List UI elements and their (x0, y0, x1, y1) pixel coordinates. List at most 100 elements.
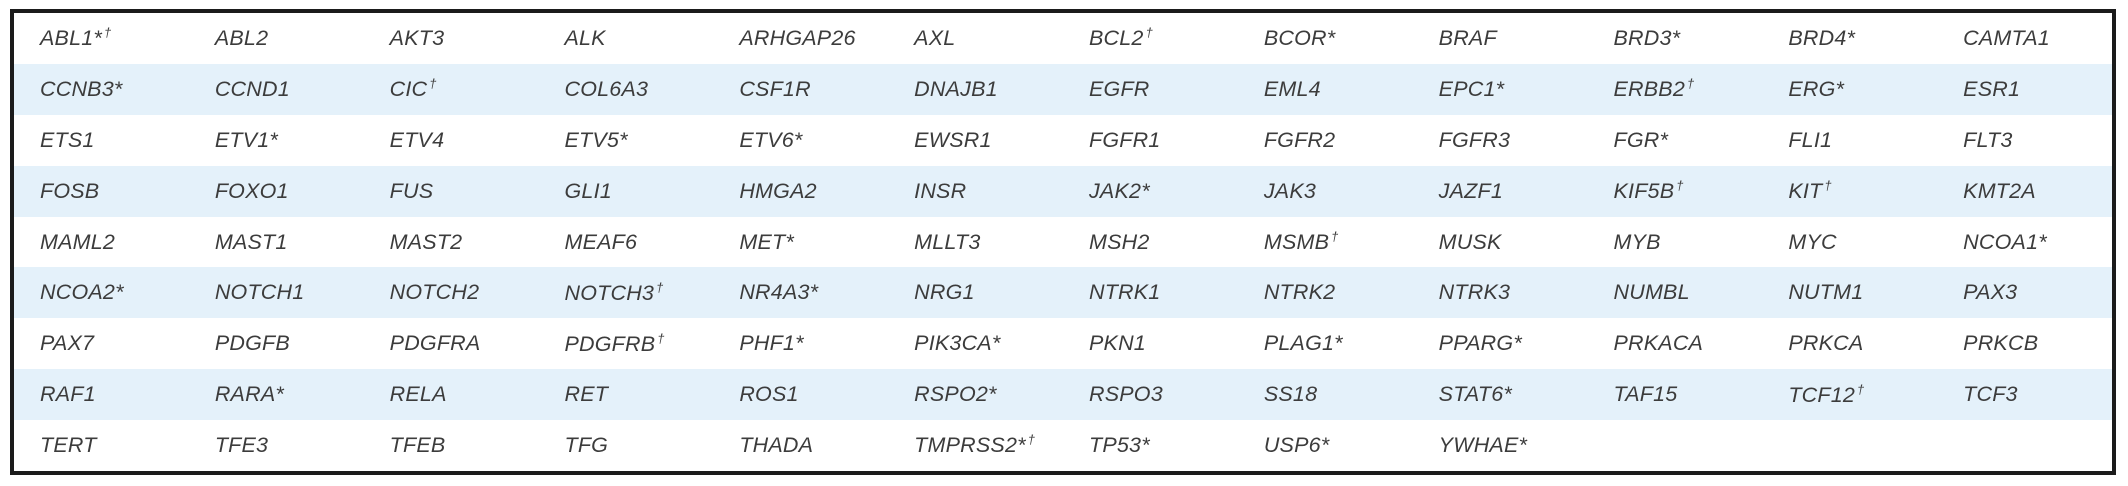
gene-cell: PDGFRB † (564, 330, 665, 356)
gene-cell: SS18 (1263, 382, 1318, 407)
gene-cell: JAK2* (1088, 178, 1150, 203)
gene-cell: MYB (1613, 229, 1661, 254)
gene-cell: PIK3CA* (914, 331, 1001, 356)
dagger-marker: † (103, 25, 112, 41)
gene-cell: NOTCH3 † (564, 279, 664, 305)
gene-cell: DNAJB1 (914, 76, 998, 101)
gene-cell: ARHGAP26 (739, 25, 856, 50)
gene-cell: ETS1 (40, 127, 95, 152)
gene-cell: FLT3 (1963, 127, 2013, 152)
gene-cell: YWHAE* (1438, 433, 1528, 458)
gene-cell: KMT2A (1963, 178, 2036, 203)
gene-row: FOSB FOXO1 FUS GLI1 HMGA2 INSR JAK2* JAK3 JAZF1 K… (14, 165, 2112, 217)
asterisk-marker: * (793, 127, 803, 152)
dagger-marker: † (429, 76, 437, 92)
gene-cell: PKN1 (1088, 331, 1146, 356)
gene-cell: ESR1 (1963, 76, 2021, 101)
gene-cell: ERG* (1788, 76, 1845, 101)
asterisk-marker: * (1846, 25, 1856, 50)
dagger-marker: † (1331, 228, 1339, 244)
dagger-marker: † (657, 330, 665, 346)
gene-cell: RARA* (214, 382, 284, 407)
asterisk-marker: * (1518, 433, 1528, 458)
gene-cell: NTRK2 (1263, 280, 1336, 305)
gene-cell: PDGFRA (389, 331, 481, 356)
gene-cell: RSPO2* (914, 382, 997, 407)
asterisk-marker: * (988, 382, 997, 407)
asterisk-marker: * (1513, 331, 1522, 356)
dagger-marker: † (1857, 381, 1865, 397)
gene-cell: TFEB (389, 433, 446, 458)
gene-cell: BRD3* (1613, 25, 1681, 50)
gene-row: MAML2 MAST1 MAST2 MEAF6 MET* MLLT3 MSH2 MSMB † MU… (14, 217, 2112, 268)
gene-cell: TFE3 (214, 433, 269, 458)
gene-cell: CCNB3* (40, 76, 123, 101)
asterisk-marker: * (785, 229, 794, 254)
gene-cell: BCOR* (1263, 25, 1336, 50)
asterisk-marker: * (2038, 229, 2047, 254)
gene-cell: STAT6* (1438, 382, 1512, 407)
gene-cell: NOTCH2 (389, 280, 480, 305)
gene-cell: PHF1* (739, 331, 804, 356)
gene-cell: THADA (739, 433, 814, 458)
gene-cell: USP6* (1263, 433, 1330, 458)
gene-cell: ETV5* (564, 127, 628, 152)
gene-cell: KIF5B † (1613, 178, 1684, 204)
asterisk-marker: * (1320, 433, 1330, 458)
asterisk-marker: * (269, 127, 278, 152)
gene-cell: PLAG1* (1263, 331, 1343, 356)
asterisk-marker: * (275, 382, 284, 407)
gene-cell: NUTM1 (1788, 280, 1864, 305)
gene-cell: ABL2 (214, 25, 269, 50)
gene-cell: PAX3 (1963, 280, 2018, 305)
gene-cell: TFG (564, 433, 609, 458)
gene-cell: NOTCH1 (214, 280, 305, 305)
gene-cell: FGR* (1613, 127, 1669, 152)
dagger-marker: † (1824, 178, 1832, 194)
gene-cell: MSH2 (1088, 229, 1150, 254)
gene-cell: JAK3 (1263, 178, 1317, 203)
dagger-marker: † (1145, 25, 1153, 41)
gene-cell: TCF3 (1963, 382, 2018, 407)
gene-cell: CCND1 (214, 76, 290, 101)
dagger-marker: † (656, 279, 664, 295)
gene-cell: FOSB (40, 178, 100, 203)
gene-cell: ROS1 (739, 382, 799, 407)
gene-cell: PRKACA (1613, 331, 1704, 356)
gene-cell: PPARG* (1438, 331, 1522, 356)
gene-cell: NTRK3 (1438, 280, 1511, 305)
gene-cell: KIT † (1788, 178, 1832, 204)
gene-cell: ALK (564, 25, 606, 50)
gene-cell: CSF1R (739, 76, 811, 101)
gene-cell: PRKCA (1788, 331, 1864, 356)
gene-cell: PAX7 (40, 331, 95, 356)
gene-cell: FGFR3 (1438, 127, 1511, 152)
asterisk-marker: * (795, 331, 804, 356)
gene-cell: FGFR2 (1263, 127, 1336, 152)
gene-cell: PDGFB (214, 331, 290, 356)
gene-row: CCNB3* CCND1 CIC † COL6A3 CSF1R DNAJB1 EGFR EML4… (14, 63, 2112, 115)
gene-cell: NR4A3* (739, 280, 819, 305)
gene-cell: NCOA2* (40, 280, 124, 305)
gene-cell: AKT3 (389, 25, 445, 50)
dagger-marker: † (1676, 178, 1684, 194)
gene-cell: NRG1 (914, 280, 975, 305)
gene-cell: BRAF (1438, 25, 1497, 50)
asterisk-marker: * (619, 127, 628, 152)
gene-cell: MYC (1788, 229, 1837, 254)
dagger-marker: † (1687, 76, 1695, 92)
gene-cell: BRD4* (1788, 25, 1856, 50)
gene-row: NCOA2* NOTCH1 NOTCH2 NOTCH3 † NR4A3* NRG1 NTRK1… (14, 267, 2112, 319)
gene-cell: RELA (389, 382, 447, 407)
asterisk-marker: * (1503, 382, 1512, 407)
gene-cell: TERT (40, 433, 97, 458)
gene-cell: TMPRSS2* † (914, 432, 1036, 458)
asterisk-marker: * (1671, 25, 1681, 50)
asterisk-marker: * (1835, 76, 1845, 101)
gene-cell: RAF1 (40, 382, 96, 407)
gene-cell: RET (564, 382, 609, 407)
gene-cell: MSMB † (1263, 228, 1339, 255)
gene-cell: FLI1 (1788, 127, 1833, 152)
gene-cell: ABL1* † (40, 25, 112, 51)
